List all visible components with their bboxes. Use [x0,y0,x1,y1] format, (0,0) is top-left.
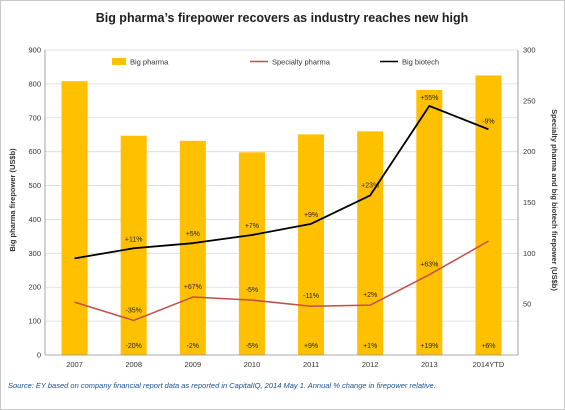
series-line [74,105,489,260]
x-tick-label: 2008 [125,360,142,369]
line-change-label: +11% [125,236,143,243]
x-tick-label: 2009 [184,360,201,369]
bar-change-label: +1% [363,343,377,350]
series-lines [74,105,489,322]
bar [475,75,502,356]
right-axis-title: Specialty pharma and big biotech firepow… [550,109,559,291]
legend-label: Big pharma [130,58,169,67]
line-change-label: -11% [303,293,319,300]
line-change-label: +23% [361,182,379,189]
line-change-label: +5% [186,231,200,238]
gridlines [45,49,518,322]
line-change-label: +63% [420,262,438,269]
legend-label: Specialty pharma [272,58,331,67]
x-tick-label: 2013 [421,360,438,369]
right-tick-label: 200 [523,147,536,156]
bar-change-label: +6% [481,343,495,350]
legend-swatch [112,58,126,65]
bar-change-label: +9% [304,343,318,350]
line-change-label: +67% [184,284,202,291]
legend-label: Big biotech [402,58,439,67]
line-change-label: -35% [126,307,142,314]
left-tick-label: 800 [28,79,41,88]
right-tick-label: 50 [523,300,531,309]
left-tick-label: 300 [28,249,41,258]
line-change-label: +9% [304,212,318,219]
left-tick-label: 200 [28,283,41,292]
legend: Big pharma Specialty pharma Big biotech [112,58,439,67]
line-change-label: +55% [420,95,438,102]
bar-change-label: -2% [187,343,199,350]
line-change-label: -9% [482,118,494,125]
line-change-label: -5% [246,287,258,294]
line-change-label: +7% [245,223,259,230]
x-tick-label: 2014YTD [473,360,505,369]
right-tick-label: 250 [523,96,536,105]
series-line [74,240,489,322]
left-tick-label: 0 [37,351,41,360]
line-change-label: +2% [363,292,377,299]
bar [357,131,384,355]
x-tick-label: 2007 [66,360,83,369]
right-tick-label: 100 [523,249,536,258]
bar-change-label: -5% [246,343,258,350]
x-tick-label: 2010 [244,360,261,369]
left-axis-title: Big pharma firepower (US$b) [8,148,17,252]
bars [61,75,502,356]
x-tick-label: 2011 [303,360,319,369]
bar [61,81,88,355]
bar [179,140,206,355]
left-tick-label: 400 [28,215,41,224]
axes: 0 100 200 300 400 500 600 700 800 900 50 100 150 200 2… [28,46,535,370]
bar [120,135,147,355]
bar [416,89,443,355]
bar-change-label: +19% [420,343,438,350]
x-tick-label: 2012 [362,360,379,369]
bar [238,152,265,355]
left-tick-label: 900 [28,46,41,55]
annotations: -20% -2% -5% +9% +1% +19% +6% -35% +67% -5% -11% +2… [125,95,496,350]
source-note: Source: EY based on company financial re… [8,381,436,390]
left-tick-label: 600 [28,147,41,156]
left-tick-label: 700 [28,113,41,122]
bar-change-label: -20% [126,343,142,350]
right-tick-label: 150 [523,198,536,207]
right-tick-label: 300 [523,46,536,55]
bar [298,134,325,355]
left-tick-label: 500 [28,181,41,190]
left-tick-label: 100 [28,317,41,326]
chart-title: Big pharma’s firepower recovers as indus… [96,11,469,25]
